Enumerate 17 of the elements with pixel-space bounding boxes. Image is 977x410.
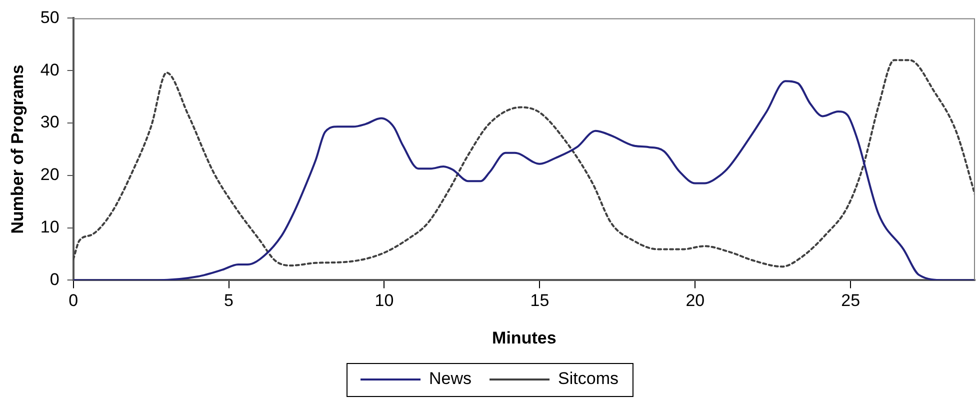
y-tick-label: 20 xyxy=(40,165,60,184)
line-series xyxy=(73,59,975,268)
x-tick-label: 5 xyxy=(224,291,234,310)
legend-label: Sitcoms xyxy=(558,369,618,388)
legend-label: News xyxy=(429,369,472,388)
y-tick-label: 30 xyxy=(40,112,60,132)
x-tick-label: 20 xyxy=(686,291,705,310)
x-tick-label: 10 xyxy=(374,291,394,310)
x-tick-label: 0 xyxy=(68,291,78,310)
y-axis-title: Number of Programs xyxy=(8,64,27,234)
x-axis-title: Minutes xyxy=(492,328,556,348)
y-tick-label: 0 xyxy=(50,270,60,289)
x-tick-label: 25 xyxy=(841,291,860,310)
x-tick-label: 15 xyxy=(530,291,550,310)
y-tick-label: 10 xyxy=(40,217,60,236)
y-tick-label: 40 xyxy=(40,60,60,80)
y-tick-label: 50 xyxy=(40,8,60,27)
